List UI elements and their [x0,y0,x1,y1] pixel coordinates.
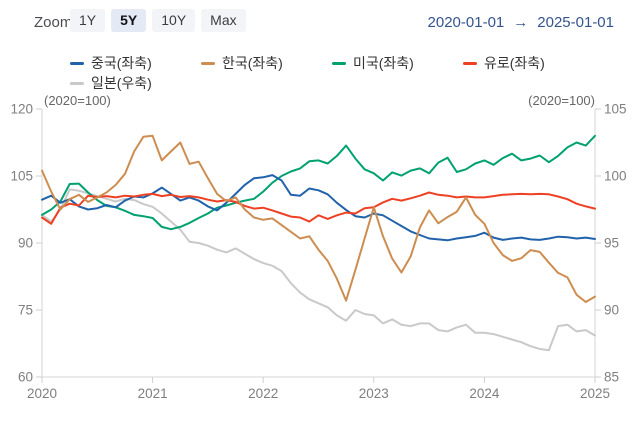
zoom-button-group: 1Y 5Y 10Y Max [70,9,246,32]
legend-line-icon [70,61,84,65]
legend-line-icon [463,61,477,65]
legend-item-us[interactable]: 미국(좌축) [332,53,463,73]
legend-item-china[interactable]: 중국(좌축) [70,53,201,73]
legend-label: 유로(좌축) [484,55,545,71]
series-line-euro[interactable] [41,191,596,225]
zoom-button-10y[interactable]: 10Y [152,9,196,32]
date-arrow-icon: → [513,14,529,31]
date-range[interactable]: 2020-01-01 → 2025-01-01 [428,14,614,31]
legend-item-japan[interactable]: 일본(우축) [70,73,201,93]
x-axis-tick-label: 2020 [27,386,57,401]
series-line-japan[interactable] [41,188,596,352]
zoom-button-1y[interactable]: 1Y [70,9,106,32]
left-axis-tick-label: 60 [18,370,33,385]
legend-label: 한국(좌축) [222,55,283,71]
legend-line-icon [201,61,215,65]
x-axis-tick-label: 2021 [138,386,168,401]
legend-item-korea[interactable]: 한국(좌축) [201,53,332,73]
right-axis-tick-label: 90 [604,303,619,318]
series-line-china[interactable] [41,174,596,242]
left-axis-tick-label: 105 [10,169,33,184]
right-axis-tick-label: 105 [604,102,627,117]
left-axis-caption: (2020=100) [44,93,111,108]
left-axis-tick-label: 75 [18,303,33,318]
legend-item-euro[interactable]: 유로(좌축) [463,53,594,73]
right-axis-tick-label: 100 [604,169,627,184]
legend-label: 중국(좌축) [91,55,152,71]
legend-label: 미국(좌축) [353,55,414,71]
x-axis-tick-label: 2024 [469,386,500,401]
legend-label: 일본(우축) [91,75,152,91]
legend-line-icon [332,61,346,65]
date-to[interactable]: 2025-01-01 [537,14,614,31]
x-axis-tick-label: 2023 [359,386,389,401]
right-axis-tick-label: 85 [604,370,619,385]
x-axis-tick-label: 2022 [248,386,278,401]
date-from[interactable]: 2020-01-01 [427,14,505,31]
left-axis-tick-label: 120 [10,102,33,117]
chart-legend: 중국(좌축) 한국(좌축) 미국(좌축) 유로(좌축) 일본(우축) [70,53,615,93]
legend-line-icon [70,81,84,85]
zoom-button-5y[interactable]: 5Y [111,9,147,32]
right-axis-tick-label: 95 [604,236,619,251]
zoom-label: Zoom [34,14,73,31]
left-axis-tick-label: 90 [18,236,33,251]
right-axis-caption: (2020=100) [528,93,595,108]
series-line-korea[interactable] [41,134,596,303]
zoom-button-max[interactable]: Max [201,9,246,32]
x-axis-tick-label: 2025 [580,386,610,401]
series-line-us[interactable] [41,134,596,231]
